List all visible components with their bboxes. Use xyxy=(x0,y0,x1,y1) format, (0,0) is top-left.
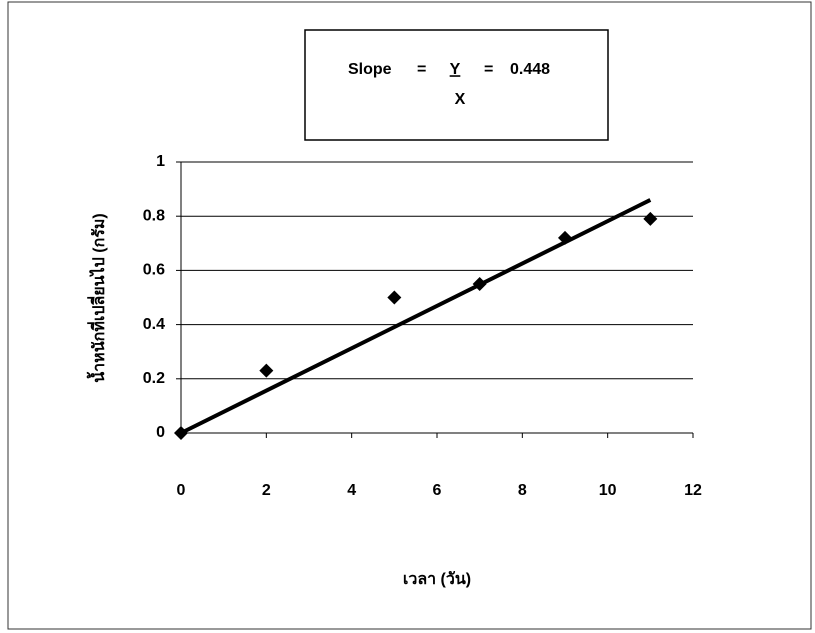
x-tick-label: 12 xyxy=(684,482,702,499)
x-tick-label: 6 xyxy=(433,482,442,499)
page: {"chart_data": { "type": "scatter", "ann… xyxy=(0,0,815,633)
y-tick-label: 1 xyxy=(156,153,165,170)
y-tick-label: 0.8 xyxy=(143,207,165,224)
annotation-box xyxy=(305,30,608,140)
annotation-numerator: Y xyxy=(450,61,461,78)
y-tick-label: 0.4 xyxy=(143,316,165,333)
x-tick-label: 8 xyxy=(518,482,527,499)
data-point xyxy=(174,426,188,440)
data-point xyxy=(259,364,273,378)
data-point xyxy=(643,212,657,226)
trend-line xyxy=(181,200,650,433)
data-point xyxy=(387,291,401,305)
x-tick-label: 2 xyxy=(262,482,271,499)
annotation-equals: = xyxy=(417,61,426,78)
x-tick-label: 10 xyxy=(599,482,617,499)
chart: Slope = Y = 0.448 X เวลา (วัน) น้ำหนักที… xyxy=(0,0,815,633)
y-axis-title: น้ำหนักที่เปลี่ยนไป (กรัม) xyxy=(86,213,108,383)
x-axis-title: เวลา (วัน) xyxy=(403,570,471,588)
y-tick-label: 0 xyxy=(156,424,165,441)
x-tick-label: 0 xyxy=(177,482,186,499)
x-tick-label: 4 xyxy=(347,482,356,499)
annotation-denominator: X xyxy=(455,91,466,108)
annotation-label: Slope xyxy=(348,61,392,78)
annotation-equals: = xyxy=(484,61,493,78)
annotation-value: 0.448 xyxy=(510,61,550,78)
y-tick-label: 0.2 xyxy=(143,370,165,387)
y-tick-label: 0.6 xyxy=(143,262,165,279)
